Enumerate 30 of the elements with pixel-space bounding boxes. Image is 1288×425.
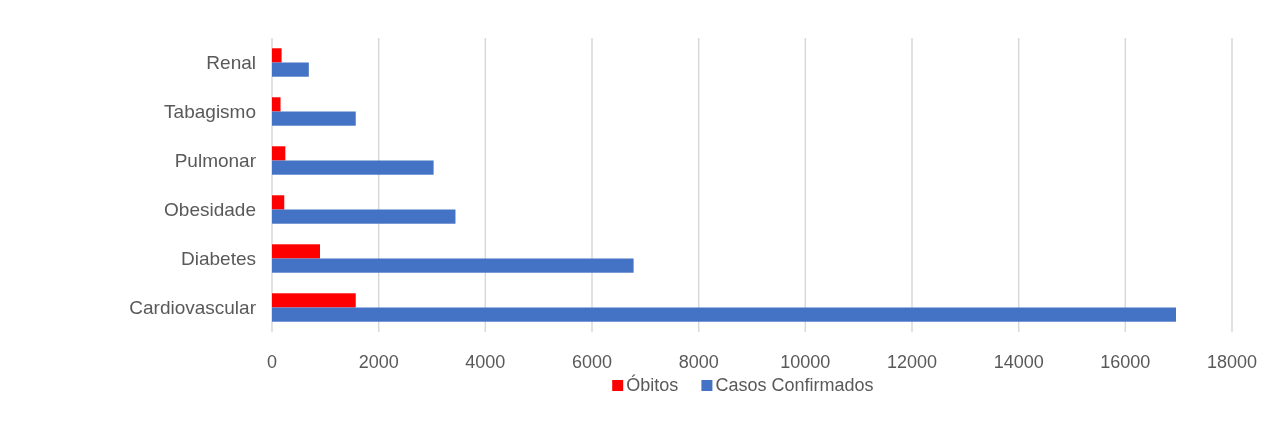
legend-label: Casos Confirmados <box>715 375 874 395</box>
bar <box>272 258 634 273</box>
y-tick-label: Diabetes <box>181 247 256 269</box>
x-tick-label: 18000 <box>1206 352 1258 372</box>
bar <box>272 244 320 259</box>
x-tick-label: 6000 <box>571 352 613 372</box>
x-tick-label: 14000 <box>993 352 1044 372</box>
bar <box>272 62 309 77</box>
x-tick-label: 0 <box>266 352 278 372</box>
bar <box>272 146 286 161</box>
x-tick-label: 2000 <box>358 352 399 372</box>
x-tick-label: 12000 <box>886 352 938 372</box>
bar <box>272 195 285 210</box>
y-tick-label: Renal <box>206 51 256 73</box>
y-tick-label: Pulmonar <box>174 149 257 171</box>
bar <box>272 111 356 126</box>
legend-label: Óbitos <box>626 374 679 395</box>
bar <box>272 293 356 308</box>
y-tick-label: Tabagismo <box>164 100 256 122</box>
y-tick-label: Obesidade <box>164 198 256 220</box>
y-tick-label: Cardiovascular <box>129 296 257 318</box>
x-tick-label: 8000 <box>678 352 719 372</box>
x-tick-label: 16000 <box>1100 352 1151 372</box>
bar <box>272 307 1176 322</box>
x-tick-label: 4000 <box>465 352 506 372</box>
bar <box>272 97 281 112</box>
x-tick-label: 10000 <box>780 352 831 372</box>
bar <box>272 209 456 224</box>
bar <box>272 160 434 175</box>
bar <box>272 48 282 63</box>
